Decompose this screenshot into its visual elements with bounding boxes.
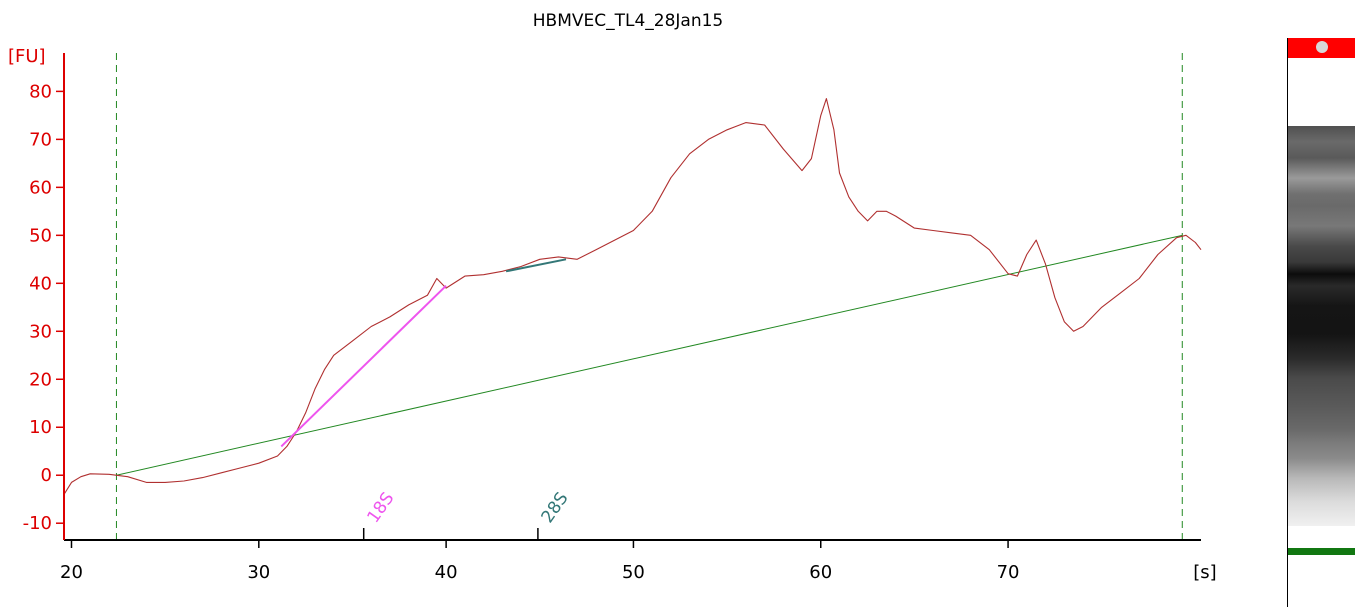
electropherogram-chart: HBMVEC_TL4_28Jan15 [FU] [s] 18S 28S 20 30 4… [8, 11, 1217, 583]
y-tick-label-6: 50 [29, 225, 52, 246]
x-tick-label-2: 40 [435, 562, 458, 583]
y-tick-label-9: 80 [29, 81, 52, 102]
trace-layer [63, 98, 1202, 495]
peak-18s-label: 18S [363, 489, 398, 527]
baseline-layer [116, 234, 1183, 476]
peak-18s-fit-line [280, 284, 447, 448]
y-axis: -10 0 10 20 30 40 50 60 70 80 [23, 53, 65, 540]
region-marker-lines [115, 53, 1183, 540]
x-axis-unit-label: [s] [1193, 562, 1216, 583]
y-tick-label-4: 30 [29, 321, 52, 342]
peak-28s-fit-line [505, 258, 567, 273]
peak-28s-label: 28S [538, 489, 573, 527]
gel-band-gradient [1288, 126, 1355, 526]
x-tick-label-5: 70 [997, 562, 1020, 583]
y-tick-label-0: -10 [23, 513, 52, 534]
y-tick-label-2: 10 [29, 417, 52, 438]
y-tick-label-3: 20 [29, 369, 52, 390]
x-tick-label-3: 50 [622, 562, 645, 583]
y-tick-label-8: 70 [29, 129, 52, 150]
x-axis: 20 30 40 50 60 70 [60, 539, 1201, 583]
x-tick-label-4: 60 [809, 562, 832, 583]
x-tick-label-1: 30 [247, 562, 270, 583]
x-tick-label-0: 20 [60, 562, 83, 583]
y-tick-label-7: 60 [29, 177, 52, 198]
y-tick-label-1: 0 [41, 465, 52, 486]
chart-title: HBMVEC_TL4_28Jan15 [533, 11, 724, 31]
gel-lane-image [1287, 38, 1355, 607]
gel-marker-dot-icon [1316, 41, 1328, 53]
gel-lower-marker-band [1288, 548, 1355, 555]
y-axis-unit-label: [FU] [8, 46, 46, 67]
gel-upper-marker-band [1288, 38, 1355, 58]
y-tick-label-5: 40 [29, 273, 52, 294]
signal-trace-0 [63, 98, 1202, 495]
baseline-line [116, 234, 1183, 476]
peak-annotations: 18S 28S [280, 258, 573, 540]
